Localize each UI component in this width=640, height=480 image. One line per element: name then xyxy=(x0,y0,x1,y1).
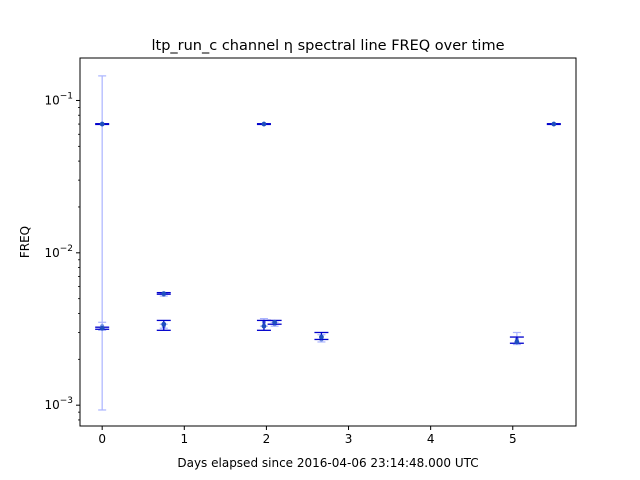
plot-area xyxy=(95,75,561,411)
errorbar-point xyxy=(95,325,110,331)
data-point xyxy=(99,121,105,127)
data-point xyxy=(261,323,267,329)
errorbar-point xyxy=(156,291,171,296)
y-tick-label: 10−3 xyxy=(44,396,73,412)
x-axis: 0 1 2 3 4 5 xyxy=(98,426,517,446)
errorbar-point xyxy=(156,319,171,331)
errorbar-point xyxy=(509,336,524,345)
x-tick-label: 5 xyxy=(509,432,517,446)
data-point xyxy=(161,321,167,327)
errorbar-point xyxy=(256,121,271,127)
errorbar-point xyxy=(95,121,110,127)
errorbar-point xyxy=(546,121,561,127)
y-tick-label: 10−2 xyxy=(44,244,73,260)
x-tick-label: 2 xyxy=(263,432,271,446)
data-point xyxy=(514,339,520,345)
errorbar-point xyxy=(267,319,282,325)
x-tick-label: 4 xyxy=(427,432,435,446)
y-axis: 10−3 10−2 10−1 xyxy=(44,91,80,421)
data-point xyxy=(161,291,167,296)
data-point xyxy=(272,319,278,325)
data-point xyxy=(99,325,105,331)
y-axis-label: FREQ xyxy=(18,226,32,258)
x-tick-label: 0 xyxy=(98,432,106,446)
chart-title: ltp_run_c channel η spectral line FREQ o… xyxy=(151,38,504,54)
data-point xyxy=(551,121,557,127)
y-tick-label: 10−1 xyxy=(44,91,73,107)
errorbar-point xyxy=(314,331,329,341)
data-point xyxy=(319,334,324,340)
plot-frame xyxy=(79,57,577,427)
x-tick-label: 3 xyxy=(345,432,353,446)
data-point xyxy=(261,121,267,127)
x-tick-label: 1 xyxy=(180,432,188,446)
x-axis-label: Days elapsed since 2016-04-06 23:14:48.0… xyxy=(177,456,478,470)
